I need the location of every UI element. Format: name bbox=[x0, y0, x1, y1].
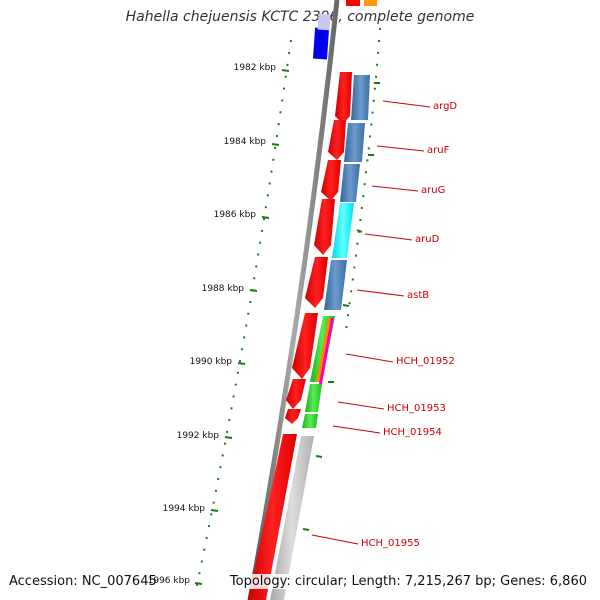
minor-ticks bbox=[302, 82, 380, 531]
cds-aruG bbox=[321, 160, 341, 201]
function-track bbox=[270, 75, 370, 600]
cds-HCH_01954 bbox=[285, 409, 301, 424]
map-title: Hahella chejuensis KCTC 2396, complete g… bbox=[125, 9, 475, 25]
kbp-label: 1982 kbp bbox=[233, 63, 276, 73]
gene-label-aruD[interactable]: aruD bbox=[415, 234, 440, 245]
top-blue-feature bbox=[312, 27, 330, 60]
kbp-label: 1988 kbp bbox=[201, 284, 244, 294]
kbp-label: 1992 kbp bbox=[176, 431, 219, 441]
kbp-label: 1986 kbp bbox=[213, 210, 256, 220]
gene-label-aruG[interactable]: aruG bbox=[421, 185, 446, 196]
cds-astB bbox=[305, 257, 328, 308]
gene-label-astB[interactable]: astB bbox=[407, 290, 430, 301]
accession-text: Accession: NC_007645 bbox=[9, 574, 157, 589]
gene-label-HCH_01952[interactable]: HCH_01952 bbox=[396, 356, 455, 367]
top-orange-feature bbox=[364, 0, 377, 6]
cds-aruF bbox=[328, 120, 346, 160]
kbp-label: 1996 kbp bbox=[147, 576, 190, 586]
outer-dotted-track bbox=[345, 27, 381, 331]
cds-HCH_01952 bbox=[292, 313, 318, 379]
gene-label-HCH_01954[interactable]: HCH_01954 bbox=[383, 427, 442, 438]
gene-label-HCH_01953[interactable]: HCH_01953 bbox=[387, 403, 446, 414]
topology-text: Topology: circular; Length: 7,215,267 bp… bbox=[227, 574, 589, 589]
cds-argD bbox=[335, 72, 352, 124]
cds-HCH_01955 bbox=[248, 434, 297, 600]
cds-aruD bbox=[314, 199, 335, 255]
kbp-label: 1984 kbp bbox=[223, 137, 266, 147]
gene-label-HCH_01955[interactable]: HCH_01955 bbox=[361, 538, 420, 549]
kbp-label: 1990 kbp bbox=[189, 357, 232, 367]
kbp-label: 1994 kbp bbox=[162, 504, 205, 514]
cds-track bbox=[248, 72, 352, 600]
top-blue-shade bbox=[317, 13, 331, 31]
gene-label-aruF[interactable]: aruF bbox=[427, 145, 450, 156]
top-red-feature bbox=[346, 0, 360, 6]
cds-HCH_01953 bbox=[286, 379, 306, 409]
backbone bbox=[247, 0, 340, 600]
kbp-ticks bbox=[194, 69, 290, 585]
gene-label-argD[interactable]: argD bbox=[433, 101, 458, 112]
label-leaders bbox=[311, 100, 431, 545]
